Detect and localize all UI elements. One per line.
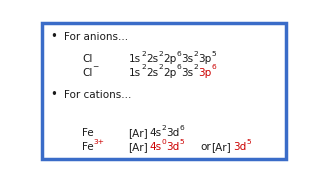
Text: 3+: 3+ — [94, 139, 105, 145]
Text: 2: 2 — [193, 51, 198, 57]
Text: 3s: 3s — [181, 68, 193, 78]
Text: 2s: 2s — [146, 68, 158, 78]
Text: Fe: Fe — [82, 128, 94, 138]
Text: 3s: 3s — [181, 54, 193, 64]
Text: Cl: Cl — [82, 68, 92, 78]
Text: 6: 6 — [211, 64, 216, 70]
Text: 2: 2 — [141, 51, 146, 57]
Text: Cl: Cl — [82, 54, 92, 64]
Text: 4s: 4s — [150, 142, 162, 152]
Text: 5: 5 — [211, 51, 216, 57]
Text: [Ar]: [Ar] — [128, 128, 148, 138]
Text: [Ar]: [Ar] — [211, 142, 231, 152]
Text: 2: 2 — [162, 125, 167, 131]
Text: 5: 5 — [246, 139, 251, 145]
Text: 2: 2 — [141, 64, 146, 70]
Text: 0: 0 — [162, 139, 167, 145]
Text: 6: 6 — [180, 125, 185, 131]
Text: 2p: 2p — [163, 68, 176, 78]
Text: −: − — [92, 64, 99, 70]
Text: •: • — [50, 30, 57, 43]
Text: 3d: 3d — [167, 128, 180, 138]
Text: [Ar]: [Ar] — [128, 142, 148, 152]
Text: 3p: 3p — [198, 54, 211, 64]
Text: or: or — [200, 142, 211, 152]
Text: 3p: 3p — [198, 68, 211, 78]
Text: •: • — [50, 88, 57, 101]
Text: 6: 6 — [176, 64, 181, 70]
Text: 2: 2 — [158, 64, 163, 70]
Text: 6: 6 — [176, 51, 181, 57]
Text: 3d: 3d — [167, 142, 180, 152]
Text: 3d: 3d — [233, 142, 246, 152]
Text: 2p: 2p — [163, 54, 176, 64]
Text: 2: 2 — [193, 64, 198, 70]
Text: 1s: 1s — [129, 54, 141, 64]
Text: Fe: Fe — [82, 142, 94, 152]
Text: 5: 5 — [180, 139, 185, 145]
Text: 2: 2 — [158, 51, 163, 57]
Text: 2s: 2s — [146, 54, 158, 64]
Text: For anions...: For anions... — [64, 32, 128, 42]
Text: 1s: 1s — [129, 68, 141, 78]
Text: For cations...: For cations... — [64, 90, 131, 100]
Text: 4s: 4s — [150, 128, 162, 138]
